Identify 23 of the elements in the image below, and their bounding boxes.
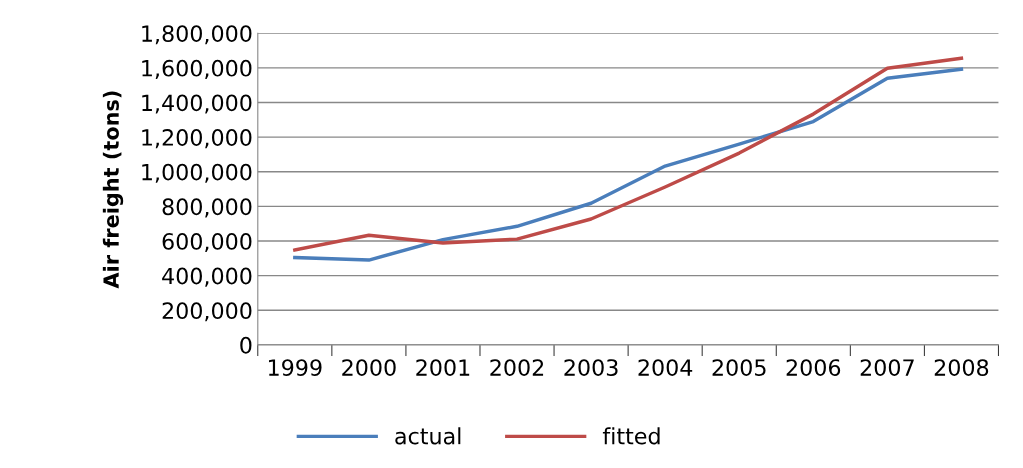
x-tick-label: 2000 bbox=[342, 359, 396, 377]
legend-label: actual bbox=[395, 427, 461, 445]
y-tick-label: 1,600,000 bbox=[142, 59, 252, 79]
y-tick-label: 1,000,000 bbox=[142, 163, 252, 183]
x-tick-label: 2005 bbox=[712, 359, 766, 377]
x-tick-label: 2003 bbox=[564, 359, 618, 377]
y-tick-label: 1,200,000 bbox=[142, 129, 252, 149]
x-tick-label: 1999 bbox=[268, 359, 322, 377]
legend-label: fitted bbox=[602, 427, 660, 445]
x-tick-label: 2001 bbox=[416, 359, 470, 377]
y-axis-title: Air freight (tons) bbox=[102, 91, 124, 289]
y-tick-label: 0 bbox=[240, 336, 252, 354]
y-tick-label: 400,000 bbox=[162, 267, 252, 287]
x-tick-label: 2008 bbox=[934, 359, 989, 377]
x-tick-label: 2007 bbox=[860, 359, 914, 377]
x-tick-label: 2002 bbox=[490, 359, 544, 377]
y-tick-label: 800,000 bbox=[162, 198, 252, 218]
x-tick-label: 2006 bbox=[786, 359, 841, 377]
y-tick-label: 1,400,000 bbox=[142, 94, 252, 114]
y-tick-label: 600,000 bbox=[162, 232, 252, 253]
y-tick-label: 200,000 bbox=[162, 302, 252, 322]
x-tick-label: 2004 bbox=[638, 359, 693, 377]
y-tick-label: 1,800,000 bbox=[142, 25, 252, 45]
